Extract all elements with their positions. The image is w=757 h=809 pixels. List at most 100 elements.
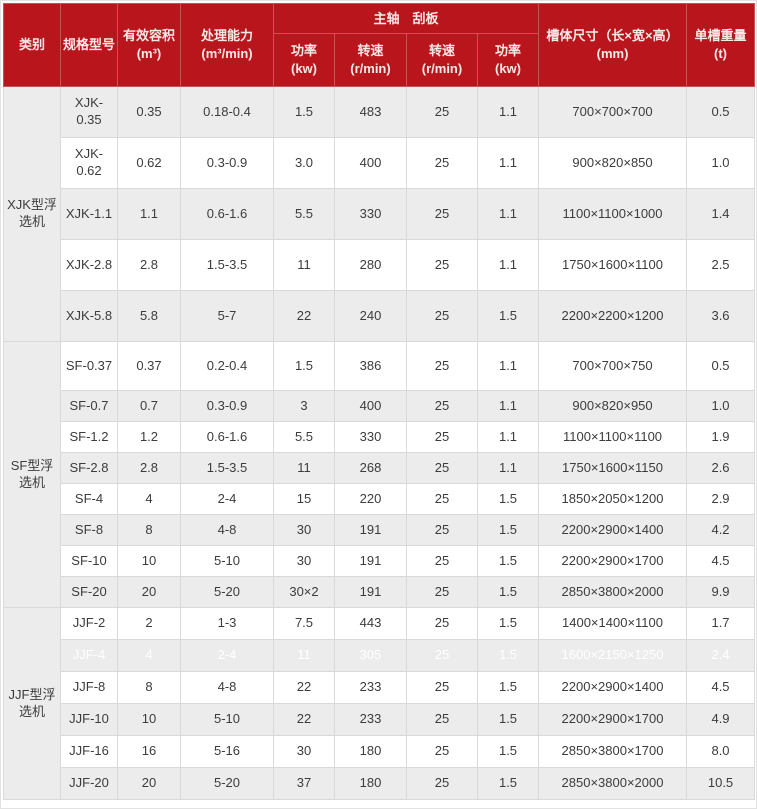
shaft-power-cell: 22 — [273, 671, 335, 704]
tank-cell: 1400×1400×1100 — [538, 607, 688, 640]
table-row: SF-0.7 0.7 0.3-0.9 3 400 25 1.1 900×820×950 1.0 — [4, 390, 756, 422]
shaft-speed-cell: 233 — [334, 671, 407, 704]
weight-cell: 2.6 — [686, 452, 756, 484]
table-row: XJK-0.62 0.62 0.3-0.9 3.0 400 25 1.1 900×820×85… — [4, 137, 756, 189]
shaft-power-cell: 7.5 — [273, 607, 335, 640]
table-row: SF-2.8 2.8 1.5-3.5 11 268 25 1.1 1750×1600×1150… — [4, 452, 756, 484]
volume-cell: 20 — [117, 767, 181, 800]
table-row: JJF-10 10 5-10 22 233 25 1.5 2200×2900×1700 4.9 — [4, 703, 756, 736]
header-capacity: 处理能力 (m³/min) — [180, 3, 274, 87]
shaft-power-cell: 11 — [273, 452, 335, 484]
scraper-power-cell: 1.5 — [476, 290, 540, 342]
table-row: SF-10 10 5-10 30 191 25 1.5 2200×2900×1700 4.5 — [4, 545, 756, 577]
volume-cell: 10 — [117, 703, 181, 736]
shaft-speed-cell: 180 — [334, 735, 407, 768]
weight-cell: 10.5 — [686, 767, 756, 800]
shaft-power-cell: 1.5 — [273, 341, 335, 391]
scraper-power-cell: 1.1 — [476, 137, 540, 189]
table-row: JJF-16 16 5-16 30 180 25 1.5 2850×3800×1700 8.0 — [4, 735, 756, 768]
category-cell: XJK型浮选机 — [3, 86, 61, 342]
scraper-speed-cell: 25 — [406, 239, 478, 291]
volume-cell: 0.35 — [117, 86, 181, 138]
header-shaft-speed-unit: (r/min) — [350, 61, 391, 76]
weight-cell: 1.0 — [686, 390, 756, 422]
scraper-power-cell: 1.5 — [476, 483, 540, 515]
scraper-speed-cell: 25 — [406, 735, 478, 768]
header-model-label: 规格型号 — [63, 37, 116, 53]
model-cell: XJK-1.1 — [60, 188, 118, 240]
weight-cell: 8.0 — [686, 735, 756, 768]
header-shaft-power-unit: (kw) — [291, 61, 317, 76]
scraper-power-cell: 1.1 — [476, 341, 540, 391]
header-category-label: 类别 — [18, 37, 45, 53]
scraper-power-cell: 1.1 — [476, 239, 540, 291]
volume-cell: 10 — [117, 545, 181, 577]
model-cell: JJF-10 — [60, 703, 118, 736]
model-cell: JJF-4 — [60, 639, 118, 672]
shaft-power-cell: 5.5 — [273, 421, 335, 453]
shaft-speed-cell: 305 — [334, 639, 407, 672]
model-cell: SF-0.7 — [60, 390, 118, 422]
weight-cell: 2.9 — [686, 483, 756, 515]
header-shaft-power: 功率 (kw) — [273, 33, 335, 87]
shaft-power-cell: 3 — [273, 390, 335, 422]
model-cell: SF-1.2 — [60, 421, 118, 453]
capacity-cell: 4-8 — [180, 671, 274, 704]
header-row-top: 类别 规格型号 有效容积 (m³) 处理能力 (m³/min) 主轴 刮板 — [3, 3, 756, 87]
header-tank-size: 槽体尺寸（长×宽×高） (mm) — [538, 3, 688, 87]
scraper-speed-cell: 25 — [406, 767, 478, 800]
tank-cell: 900×820×950 — [538, 390, 688, 422]
scraper-speed-cell: 25 — [406, 188, 478, 240]
shaft-power-cell: 15 — [273, 483, 335, 515]
category-cell: SF型浮选机 — [3, 341, 61, 608]
volume-cell: 8 — [117, 514, 181, 546]
table-row: JJF-8 8 4-8 22 233 25 1.5 2200×2900×1400 4.5 — [4, 671, 756, 704]
tank-cell: 2850×3800×2000 — [538, 576, 688, 608]
volume-cell: 2 — [117, 607, 181, 640]
weight-cell: 0.5 — [686, 86, 756, 138]
header-scraper-power-label: 功率 — [495, 43, 522, 59]
capacity-cell: 4-8 — [180, 514, 274, 546]
capacity-cell: 0.18-0.4 — [180, 86, 274, 138]
table-row: SF-4 4 2-4 15 220 25 1.5 1850×2050×1200 2.9 — [4, 483, 756, 515]
scraper-power-cell: 1.5 — [476, 607, 540, 640]
table-row: SF型浮选机 SF-0.37 0.37 0.2-0.4 1.5 386 25 1.1 700×7… — [3, 341, 756, 608]
table-row: SF-1.2 1.2 0.6-1.6 5.5 330 25 1.1 1100×1100×110… — [4, 421, 756, 453]
table-row: XJK-5.8 5.8 5-7 22 240 25 1.5 2200×2200×1200 3.6 — [4, 290, 756, 342]
header-tank-size-label: 槽体尺寸（长×宽×高） — [546, 28, 679, 44]
tank-cell: 1850×2050×1200 — [538, 483, 688, 515]
tank-cell: 2850×3800×2000 — [538, 767, 688, 800]
model-cell: JJF-16 — [60, 735, 118, 768]
scraper-power-cell: 1.5 — [476, 545, 540, 577]
header-tank-size-unit: (mm) — [596, 46, 629, 61]
tank-cell: 700×700×750 — [538, 341, 688, 391]
scraper-speed-cell: 25 — [406, 703, 478, 736]
weight-cell: 1.4 — [686, 188, 756, 240]
model-cell: SF-2.8 — [60, 452, 118, 484]
scraper-speed-cell: 25 — [406, 483, 478, 515]
model-cell: JJF-8 — [60, 671, 118, 704]
tank-cell: 2200×2900×1400 — [538, 671, 688, 704]
capacity-cell: 0.3-0.9 — [180, 390, 274, 422]
tank-cell: 1100×1100×1100 — [538, 421, 688, 453]
shaft-speed-cell: 443 — [334, 607, 407, 640]
capacity-cell: 1.5-3.5 — [180, 452, 274, 484]
tank-cell: 2200×2900×1700 — [538, 703, 688, 736]
shaft-power-cell: 30 — [273, 514, 335, 546]
weight-cell: 1.0 — [686, 137, 756, 189]
capacity-cell: 0.3-0.9 — [180, 137, 274, 189]
volume-cell: 2.8 — [117, 239, 181, 291]
shaft-speed-cell: 400 — [334, 137, 407, 189]
model-cell: XJK-0.62 — [60, 137, 118, 189]
shaft-speed-cell: 191 — [334, 576, 407, 608]
tank-cell: 2850×3800×1700 — [538, 735, 688, 768]
shaft-speed-cell: 191 — [334, 545, 407, 577]
header-weight: 单槽重量 (t) — [686, 3, 756, 87]
tank-cell: 900×820×850 — [538, 137, 688, 189]
scraper-speed-cell: 25 — [406, 545, 478, 577]
header-volume-unit: (m³) — [136, 46, 162, 61]
capacity-cell: 5-20 — [180, 767, 274, 800]
shaft-speed-cell: 220 — [334, 483, 407, 515]
scraper-speed-cell: 25 — [406, 639, 478, 672]
